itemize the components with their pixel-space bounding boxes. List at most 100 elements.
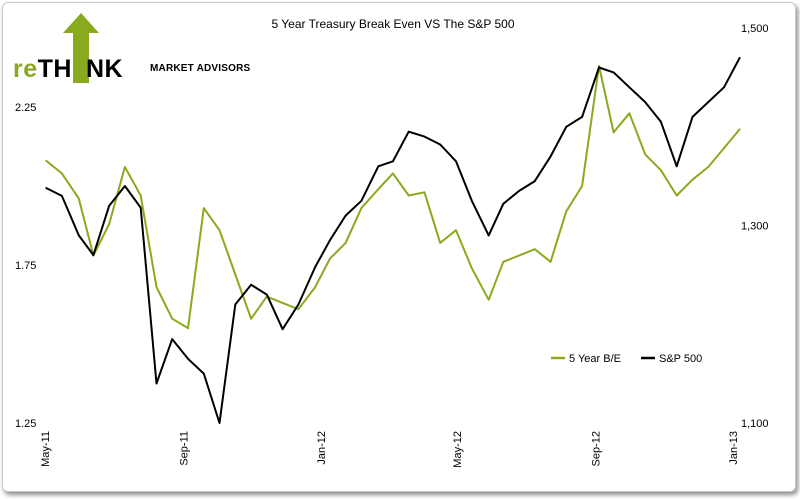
point-5yr-be	[644, 153, 646, 156]
point-5yr-be	[218, 229, 221, 232]
point-sp500	[297, 303, 300, 306]
y-right-tick-label: 1,300	[741, 221, 769, 233]
point-sp500	[108, 204, 110, 207]
point-5yr-be	[502, 261, 505, 263]
point-5yr-be	[439, 242, 442, 244]
point-sp500	[77, 234, 80, 237]
point-sp500	[423, 135, 426, 138]
point-5yr-be	[518, 254, 520, 257]
point-5yr-be	[155, 286, 158, 288]
point-sp500	[644, 101, 646, 103]
point-5yr-be	[612, 131, 615, 134]
point-5yr-be	[61, 172, 63, 175]
point-sp500	[155, 382, 158, 385]
point-5yr-be	[455, 229, 457, 232]
point-sp500	[723, 86, 725, 89]
point-5yr-be	[738, 128, 741, 130]
point-sp500	[707, 101, 710, 103]
point-sp500	[518, 190, 520, 192]
point-5yr-be	[377, 188, 380, 190]
series-line-5yr-be	[45, 64, 741, 330]
point-sp500	[439, 143, 442, 146]
line-chart: 1.25 1.75 2.25 1,100 1,300 1,500 May-11 Sep-11 J…	[15, 23, 769, 468]
y-left-tick-label: 2.25	[15, 102, 36, 114]
point-sp500	[534, 180, 536, 182]
point-sp500	[675, 165, 678, 168]
point-5yr-be	[108, 223, 110, 225]
legend-sp500-label: S&P 500	[659, 353, 702, 365]
point-sp500	[360, 200, 363, 202]
point-sp500	[344, 214, 347, 217]
rethink-logo: reTH NK	[13, 13, 148, 83]
point-sp500	[549, 155, 552, 158]
x-tick-label: May-12	[452, 431, 464, 468]
series-line-sp500	[45, 57, 741, 424]
point-sp500	[234, 303, 237, 306]
logo-wordmark: reTH NK	[13, 55, 124, 83]
point-5yr-be	[297, 308, 300, 311]
point-sp500	[738, 56, 741, 59]
point-5yr-be	[45, 159, 47, 162]
point-sp500	[329, 239, 331, 242]
point-sp500	[691, 116, 694, 118]
point-sp500	[581, 116, 583, 118]
point-5yr-be	[423, 191, 426, 194]
point-5yr-be	[598, 65, 600, 67]
point-5yr-be	[187, 327, 189, 330]
up-arrow-icon	[63, 13, 99, 83]
point-5yr-be	[549, 261, 552, 263]
point-5yr-be	[581, 185, 583, 187]
point-5yr-be	[124, 166, 126, 168]
point-sp500	[171, 338, 174, 340]
point-sp500	[628, 86, 631, 89]
point-5yr-be	[314, 286, 317, 288]
point-5yr-be	[139, 194, 142, 197]
logo-tagline: MARKET ADVISORS	[150, 63, 251, 74]
point-5yr-be	[675, 194, 678, 197]
legend-5yr-be-label: 5 Year B/E	[569, 353, 621, 365]
y-right-tick-label: 1,100	[741, 418, 769, 430]
x-tick-label: Jan-12	[316, 431, 328, 465]
point-sp500	[250, 283, 252, 286]
point-sp500	[470, 200, 473, 202]
point-sp500	[565, 125, 568, 128]
point-5yr-be	[707, 166, 710, 168]
point-sp500	[139, 206, 142, 209]
point-sp500	[281, 328, 284, 330]
point-5yr-be	[329, 257, 331, 260]
x-tick-label: Sep-11	[179, 431, 191, 466]
point-5yr-be	[171, 317, 174, 320]
point-sp500	[487, 234, 490, 237]
point-sp500	[598, 66, 600, 69]
x-tick-label: May-11	[40, 431, 52, 467]
point-sp500	[407, 130, 410, 133]
point-5yr-be	[392, 172, 394, 175]
point-5yr-be	[565, 210, 568, 213]
point-5yr-be	[660, 169, 662, 171]
y-left-tick-label: 1.75	[15, 260, 36, 272]
point-5yr-be	[470, 267, 473, 269]
chart-frame: reTH NK MARKET ADVISORS 5 Year Treasury B…	[2, 2, 796, 492]
point-5yr-be	[534, 248, 536, 250]
chart-title: 5 Year Treasury Break Even VS The S&P 50…	[271, 17, 515, 31]
point-5yr-be	[691, 178, 694, 181]
point-sp500	[314, 266, 317, 268]
point-5yr-be	[487, 298, 490, 301]
point-sp500	[187, 358, 189, 360]
point-5yr-be	[202, 207, 205, 209]
x-tick-label: Jan-13	[728, 431, 740, 465]
point-5yr-be	[77, 197, 80, 200]
y-left-tick-label: 1.25	[15, 418, 36, 430]
point-sp500	[377, 165, 380, 168]
point-5yr-be	[360, 207, 363, 209]
x-tick-label: Sep-12	[591, 431, 603, 466]
point-5yr-be	[628, 112, 631, 115]
point-sp500	[455, 160, 457, 163]
point-sp500	[612, 71, 615, 74]
point-5yr-be	[407, 194, 410, 197]
point-5yr-be	[234, 273, 237, 276]
y-right-tick-label: 1,500	[741, 23, 769, 35]
point-sp500	[92, 254, 95, 256]
point-5yr-be	[250, 317, 252, 320]
point-sp500	[266, 293, 268, 296]
